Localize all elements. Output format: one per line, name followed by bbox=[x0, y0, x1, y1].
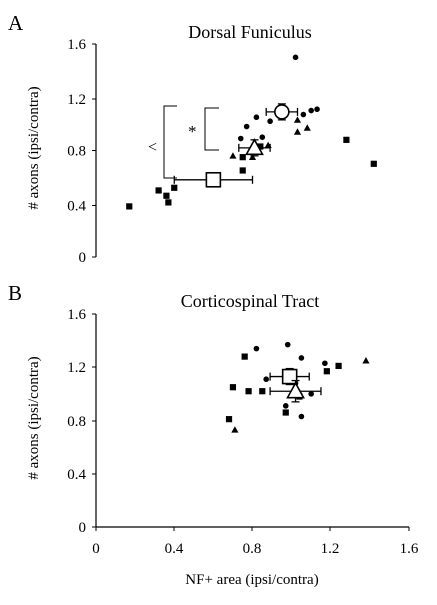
panel-b-mean-triangle-marker bbox=[286, 381, 305, 399]
panel-a-mean-square-marker bbox=[205, 171, 222, 188]
panel-a-triangle-point bbox=[229, 152, 237, 159]
panel-b-square-point bbox=[225, 416, 233, 423]
panel-b-y-tick-label: 0.8 bbox=[67, 414, 86, 430]
panel-b-x-tick-label: 0.8 bbox=[243, 541, 262, 557]
panel-b-triangle-point bbox=[231, 426, 239, 433]
panel-b-circle-point bbox=[322, 360, 328, 367]
significance-brackets: < * bbox=[148, 105, 219, 179]
panel-b-y-tick-label: 1.2 bbox=[67, 360, 86, 376]
panel-a-y-tick-label: 0.8 bbox=[67, 144, 86, 160]
panel-a-circle-point bbox=[259, 134, 266, 140]
panel-a-circle-point bbox=[300, 111, 307, 118]
panel-b-x-tick-label: 0.4 bbox=[165, 541, 184, 557]
panel-a-triangle-point bbox=[303, 124, 311, 131]
panel-a-y-tick-label: 0 bbox=[79, 250, 87, 266]
panel-b-circle-point bbox=[282, 403, 289, 409]
panel-a-y-axis-label: # axons (ipsi/contra) bbox=[26, 86, 42, 209]
panel-a-square-point bbox=[257, 143, 264, 150]
panel-b-square-point bbox=[241, 353, 248, 360]
panel-a-title: Dorsal Funiculus bbox=[188, 22, 312, 42]
panel-a-circle-point bbox=[292, 54, 299, 61]
panel-a-circle-point bbox=[243, 123, 250, 130]
panel-a-triangle-point bbox=[293, 128, 302, 135]
panel-a-y-ticks: 0 0.4 0.8 1.2 1.6 bbox=[67, 37, 96, 266]
panel-a-square-point bbox=[370, 160, 377, 167]
panel-b-x-tick-label: 1.6 bbox=[400, 541, 419, 557]
panel-a-square-point bbox=[155, 187, 162, 194]
panel-b-square-point bbox=[282, 409, 289, 416]
panel-b-square-point bbox=[323, 368, 330, 375]
panel-b-x-axis-label: NF+ area (ipsi/contra) bbox=[185, 572, 318, 588]
panel-b: B Corticospinal Tract # axons (ipsi/cont… bbox=[8, 281, 419, 588]
panel-b-circle-point bbox=[308, 391, 314, 397]
panel-a-plot bbox=[126, 54, 377, 210]
panel-a-circle-point bbox=[267, 118, 273, 125]
panel-b-y-tick-label: 0.4 bbox=[67, 467, 86, 483]
panel-a-square-point bbox=[165, 199, 172, 206]
panel-a-circle-point bbox=[314, 106, 320, 113]
panel-b-circle-point bbox=[284, 341, 291, 348]
panel-b-square-point bbox=[229, 384, 237, 391]
panel-a-triangle-point bbox=[248, 153, 257, 161]
panel-b-square-point bbox=[335, 362, 342, 370]
panel-a-y-tick-label: 1.6 bbox=[67, 37, 86, 53]
panel-a-letter: A bbox=[8, 11, 24, 35]
panel-b-circle-point bbox=[298, 355, 305, 361]
panel-b-plot bbox=[225, 341, 370, 433]
panel-a-square-point bbox=[163, 192, 170, 199]
panel-a-square-point bbox=[126, 203, 133, 210]
panel-a-square-point bbox=[239, 154, 246, 161]
panel-a-triangle-point bbox=[293, 116, 302, 123]
panel-a-mean-circle-marker bbox=[274, 104, 290, 120]
panel-b-square-point bbox=[245, 388, 252, 395]
panel-b-square-point bbox=[259, 388, 266, 395]
panel-b-y-tick-label: 1.6 bbox=[67, 307, 86, 323]
panel-b-y-tick-label: 0 bbox=[79, 520, 87, 536]
panel-a-y-tick-label: 1.2 bbox=[67, 92, 86, 108]
panel-b-title: Corticospinal Tract bbox=[181, 291, 320, 311]
panel-b-mean-square-marker bbox=[281, 368, 298, 385]
panel-a-square-point bbox=[171, 184, 178, 191]
panel-a-circle-point bbox=[308, 107, 314, 114]
panel-b-y-ticks: 0 0.4 0.8 1.2 1.6 bbox=[67, 307, 96, 536]
panel-a-circle-point bbox=[253, 114, 260, 121]
panel-a-y-tick-label: 0.4 bbox=[67, 199, 86, 215]
bracket-inner-symbol: * bbox=[188, 122, 197, 141]
panel-a-square-point bbox=[343, 136, 350, 143]
panel-a-mean-triangle-marker bbox=[245, 138, 264, 156]
bracket-outer-symbol: < bbox=[148, 139, 157, 156]
panel-b-triangle-point bbox=[362, 357, 370, 364]
panel-b-circle-point bbox=[298, 413, 305, 420]
panel-b-letter: B bbox=[8, 281, 22, 305]
panel-a-circle-point bbox=[237, 135, 244, 142]
panel-b-x-ticks: 0 0.4 0.8 1.2 1.6 bbox=[92, 527, 419, 557]
panel-b-circle-point bbox=[253, 345, 260, 352]
bracket-outer bbox=[163, 105, 177, 179]
panel-b-x-tick-label: 0 bbox=[92, 541, 100, 557]
panel-a-square-point bbox=[239, 167, 246, 174]
panel-b-x-tick-label: 1.2 bbox=[321, 541, 340, 557]
panel-b-circle-point bbox=[263, 376, 269, 383]
panel-a: A Dorsal Funiculus # axons (ipsi/contra)… bbox=[8, 11, 377, 266]
panel-b-y-axis-label: # axons (ipsi/contra) bbox=[26, 356, 42, 479]
bracket-inner bbox=[204, 107, 219, 151]
